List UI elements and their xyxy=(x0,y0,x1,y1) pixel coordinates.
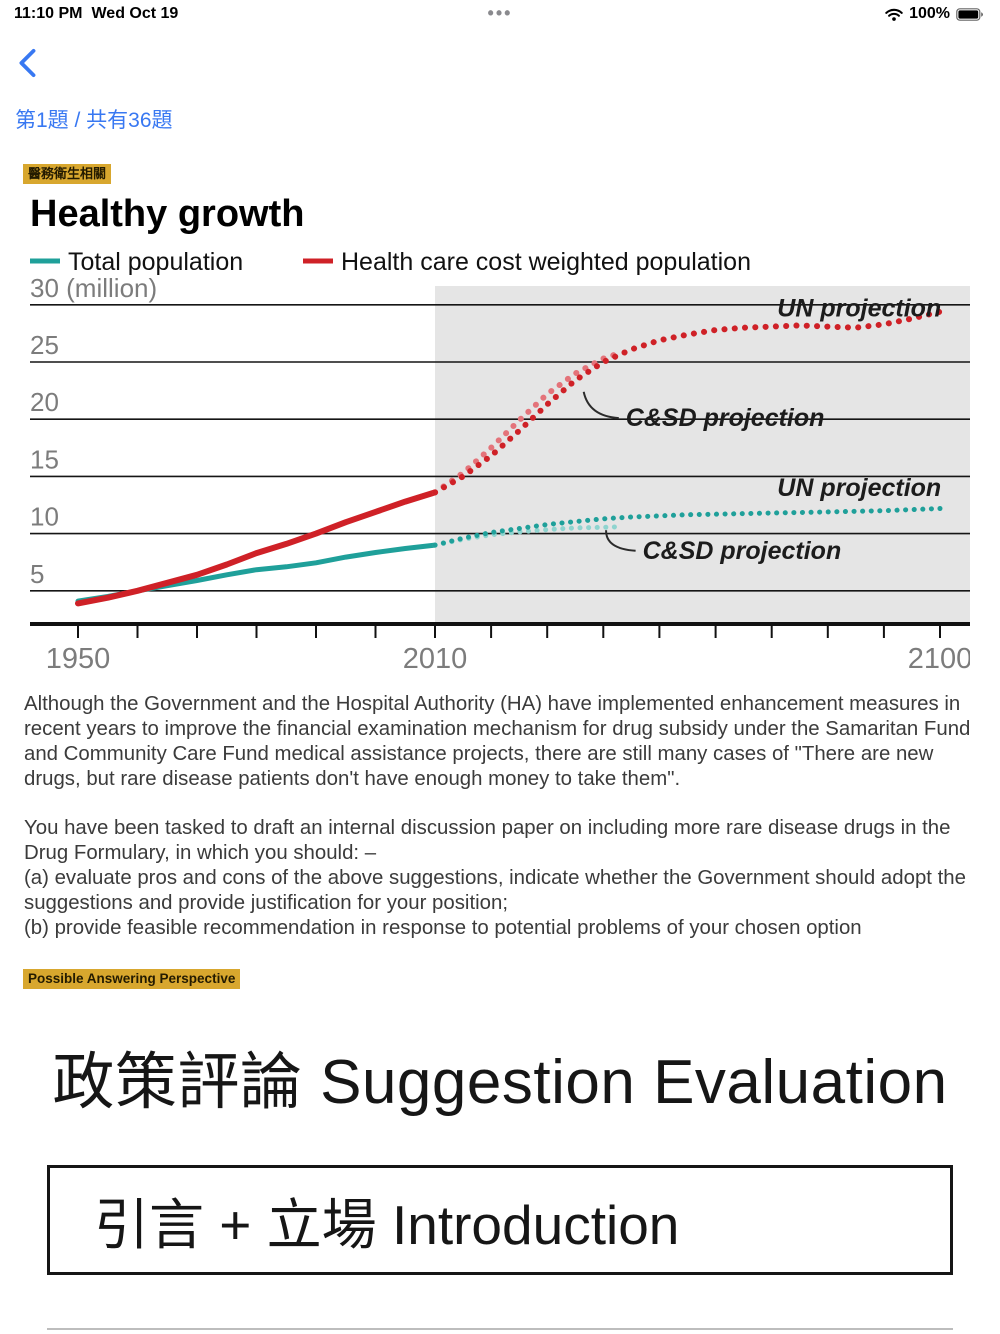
status-time: 11:10 PM xyxy=(14,5,83,22)
introduction-box-label: 引言 + 立場 Introduction xyxy=(94,1193,680,1256)
svg-text:Healthy growth: Healthy growth xyxy=(30,193,304,235)
healthy-growth-chart: 30 (million) 25 20 15 10 5 1950 2010 2100 UN proj… xyxy=(22,184,970,684)
wifi-icon xyxy=(885,8,903,21)
next-section-top-border xyxy=(47,1328,953,1330)
introduction-box: 引言 + 立場 Introduction xyxy=(47,1164,953,1275)
multitask-menu-dots[interactable]: ••• xyxy=(487,3,513,23)
question-passage: Although the Government and the Hospital… xyxy=(24,692,976,941)
passage-item-b: (b) provide feasible recommendation in r… xyxy=(24,916,862,939)
svg-text:UN projection: UN projection xyxy=(777,474,941,502)
perspective-tag: Possible Answering Perspective xyxy=(23,968,241,989)
svg-text:UN projection: UN projection xyxy=(777,294,941,322)
svg-text:5: 5 xyxy=(30,558,44,588)
status-right: 100% xyxy=(885,5,984,23)
svg-text:Health care cost weighted popu: Health care cost weighted population xyxy=(341,248,751,276)
chevron-left-icon xyxy=(19,48,36,78)
svg-text:20: 20 xyxy=(30,387,59,417)
svg-text:1950: 1950 xyxy=(46,643,111,675)
svg-text:10: 10 xyxy=(30,501,59,531)
svg-text:15: 15 xyxy=(30,444,59,474)
passage-paragraph-2: You have been tasked to draft an interna… xyxy=(24,816,951,864)
passage-item-a: (a) evaluate pros and cons of the above … xyxy=(24,866,966,914)
svg-text:2100: 2100 xyxy=(908,643,970,675)
svg-text:Total population: Total population xyxy=(68,248,243,276)
svg-text:30 (million): 30 (million) xyxy=(30,272,157,302)
category-tag: 醫務衛生相關 xyxy=(23,164,112,184)
svg-text:C&SD projection: C&SD projection xyxy=(626,404,825,432)
healthy-growth-chart-svg: 30 (million) 25 20 15 10 5 1950 2010 2100 UN proj… xyxy=(30,193,970,675)
question-counter: 第1題 / 共有36題 xyxy=(15,109,173,132)
back-button[interactable] xyxy=(16,47,42,79)
answer-heading: 政策評論 Suggestion Evaluation xyxy=(52,1047,948,1117)
battery-percent-label: 100% xyxy=(909,5,950,22)
status-left: 11:10 PM Wed Oct 19 xyxy=(14,5,178,23)
svg-text:C&SD projection: C&SD projection xyxy=(643,536,842,564)
battery-icon xyxy=(956,7,983,21)
svg-text:2010: 2010 xyxy=(403,643,468,675)
status-date: Wed Oct 19 xyxy=(91,5,179,22)
passage-paragraph-1: Although the Government and the Hospital… xyxy=(24,692,971,790)
status-bar: 11:10 PM Wed Oct 19 ••• 100% xyxy=(0,0,1000,30)
svg-text:25: 25 xyxy=(30,330,59,360)
